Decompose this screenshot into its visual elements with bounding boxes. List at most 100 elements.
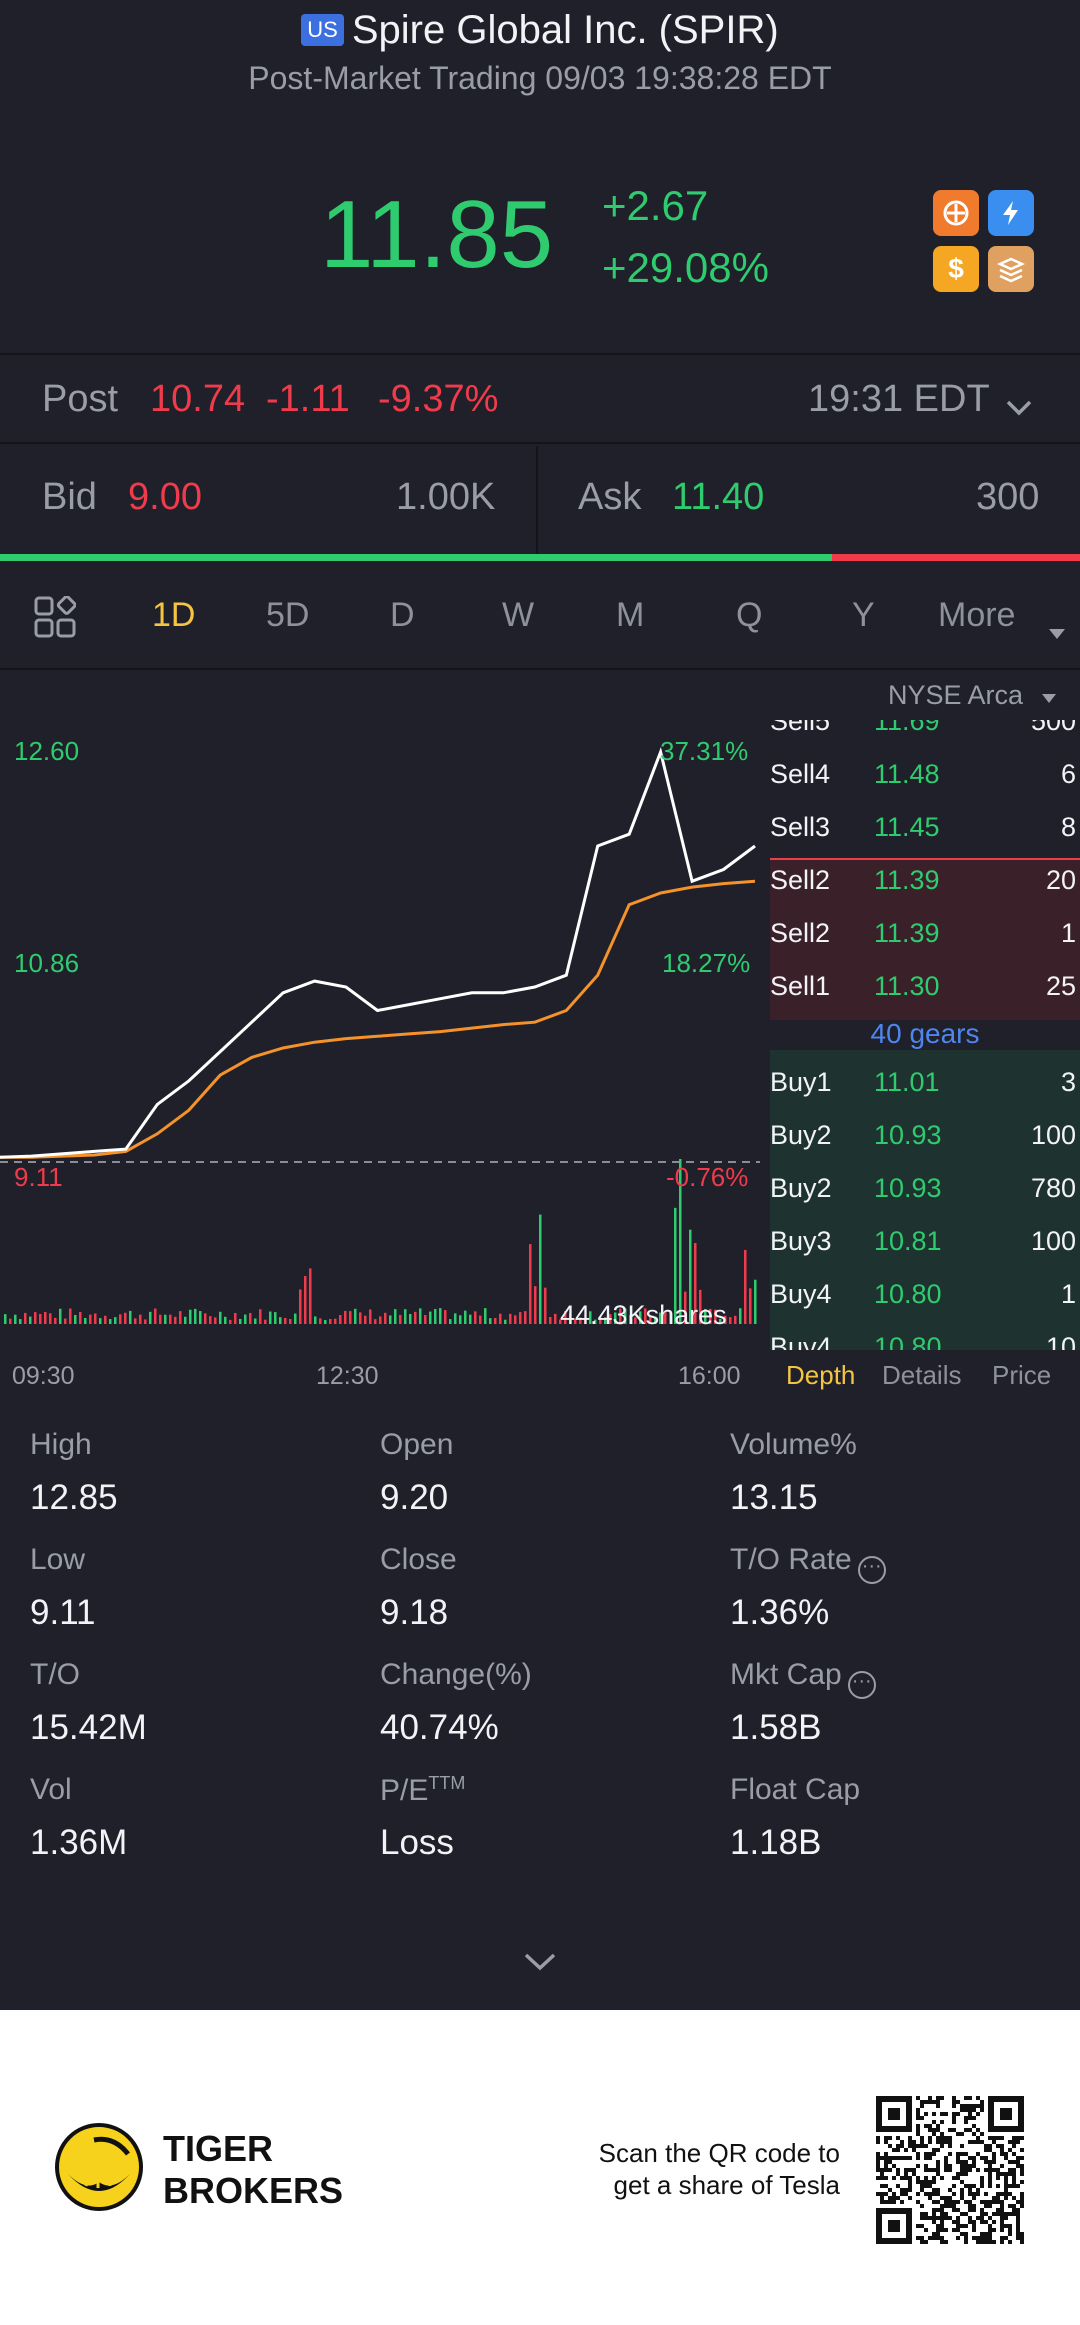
volume-bar — [274, 1312, 277, 1324]
bid-price: 9.00 — [128, 476, 202, 518]
tab-price[interactable]: Price — [992, 1360, 1052, 1390]
tab-details[interactable]: Details — [882, 1360, 962, 1390]
volume-bar — [749, 1288, 752, 1324]
volume-bar — [544, 1287, 547, 1324]
volume-bar — [639, 1311, 642, 1324]
volume-bars — [4, 1159, 757, 1324]
depth-label: Sell4 — [770, 759, 831, 789]
volume-bar — [4, 1314, 7, 1324]
tab-1d[interactable]: 1D — [152, 596, 196, 634]
y-axis-low: 9.11 — [14, 1162, 63, 1192]
brand-name-line2: BROKERS — [163, 2170, 344, 2211]
post-market-row[interactable]: Post 10.74 -1.11 -9.37% 19:31 EDT — [0, 356, 1080, 444]
bid-label: Bid — [42, 476, 97, 518]
volume-bar — [259, 1309, 262, 1324]
options-icon[interactable] — [933, 190, 979, 236]
volume-bar — [554, 1313, 557, 1324]
post-change-abs: -1.11 — [266, 378, 350, 420]
volume-bar — [439, 1308, 442, 1324]
volume-bar — [614, 1312, 617, 1324]
more-info-icon[interactable]: ··· — [857, 1556, 886, 1584]
tab-depth[interactable]: Depth — [786, 1360, 856, 1390]
volume-bar — [169, 1314, 172, 1324]
volume-bar — [304, 1276, 307, 1324]
chevron-down-icon[interactable] — [1004, 386, 1034, 429]
volume-bar — [44, 1311, 47, 1324]
y-axis-mid: 10.86 — [14, 948, 80, 978]
volume-bar — [674, 1207, 677, 1324]
caret-down-icon[interactable] — [1048, 610, 1066, 649]
tab-q[interactable]: Q — [736, 596, 763, 634]
volume-bar — [534, 1286, 537, 1324]
volume-bar — [464, 1310, 467, 1324]
volume-bar — [9, 1318, 12, 1324]
volume-bar — [529, 1244, 532, 1324]
lightning-icon[interactable] — [988, 190, 1034, 236]
volume-bar — [174, 1316, 177, 1324]
y-axis-high: 12.60 — [14, 736, 80, 766]
volume-bar — [494, 1317, 497, 1324]
time-label-open: 09:30 — [12, 1362, 75, 1390]
volume-bar — [14, 1314, 17, 1324]
depth-row-buy4b: Buy4 10.80 10 — [770, 1320, 1080, 1350]
volume-bar — [59, 1308, 62, 1324]
qr-code[interactable] — [876, 2096, 1024, 2249]
volume-bar — [364, 1315, 367, 1324]
tab-d[interactable]: D — [390, 596, 415, 634]
bid-ratio-bar — [0, 554, 832, 561]
depth-price: 11.45 — [874, 812, 940, 842]
volume-bar — [429, 1311, 432, 1324]
period-tabs: 1D 5D D W M Q Y More — [0, 566, 1080, 670]
bid-ask-row: Bid 9.00 1.00K Ask 11.40 300 — [0, 446, 1080, 554]
brand-name-line1: TIGER — [163, 2128, 274, 2169]
volume-bar — [294, 1313, 297, 1324]
volume-bar — [644, 1308, 647, 1324]
stat-label-open: Open — [380, 1428, 454, 1461]
volume-bar — [89, 1314, 92, 1324]
tab-y[interactable]: Y — [852, 596, 875, 634]
expand-chevron-icon[interactable] — [522, 1950, 558, 1977]
volume-bar — [214, 1317, 217, 1324]
chart-layout-icon[interactable] — [34, 595, 77, 647]
order-book-depth[interactable]: Sell5 11.69 500 Sell4 11.48 6 Sell3 11.4… — [770, 720, 1080, 1350]
post-change-pct: -9.37% — [378, 378, 499, 420]
depth-price: 11.69 — [874, 720, 940, 736]
stat-value-mkt-cap: 1.58B — [730, 1708, 822, 1747]
volume-bar — [159, 1314, 162, 1324]
stat-value-close: 9.18 — [380, 1593, 449, 1632]
stat-value-open: 9.20 — [380, 1478, 449, 1517]
volume-bar — [559, 1319, 562, 1324]
volume-bar — [124, 1312, 127, 1324]
stat-label-float-cap: Float Cap — [730, 1773, 861, 1806]
tab-w[interactable]: W — [502, 596, 535, 634]
depth-size: 6 — [1060, 759, 1076, 789]
volume-bar — [224, 1316, 227, 1324]
stat-label-to-rate: T/O Rate ··· — [730, 1543, 886, 1584]
volume-bar — [344, 1310, 347, 1324]
depth-size: 100 — [1030, 1120, 1076, 1150]
depth-label: Sell5 — [770, 720, 831, 736]
depth-row-buy3: Buy3 10.81 100 — [770, 1214, 1080, 1267]
stack-icon[interactable] — [988, 246, 1034, 292]
intraday-chart[interactable]: 12.60 10.86 9.11 37.31% 18.27% -0.76% 44… — [0, 672, 770, 1352]
volume-bar — [649, 1315, 652, 1324]
volume-bar — [29, 1316, 32, 1324]
volume-bar — [449, 1319, 452, 1324]
depth-label: Buy2 — [770, 1173, 832, 1203]
last-price: 11.85 — [320, 181, 554, 288]
tab-5d[interactable]: 5D — [266, 596, 310, 634]
dollar-icon[interactable]: $ — [933, 246, 979, 292]
volume-bar — [369, 1309, 372, 1324]
tab-m[interactable]: M — [616, 596, 645, 634]
tab-more[interactable]: More — [938, 596, 1016, 634]
exchange-selector[interactable]: NYSE Arca — [888, 680, 1057, 711]
stat-label-volume-pct: Volume% — [730, 1428, 857, 1461]
depth-gears-link[interactable]: 40 gears — [870, 1018, 980, 1049]
volume-bar — [509, 1313, 512, 1324]
price-change-pct: +29.08% — [602, 244, 769, 291]
depth-price: 11.48 — [874, 759, 940, 789]
volume-bar — [479, 1315, 482, 1324]
post-price: 10.74 — [150, 378, 246, 420]
volume-bar — [109, 1319, 112, 1324]
more-info-icon[interactable]: ··· — [847, 1671, 876, 1699]
